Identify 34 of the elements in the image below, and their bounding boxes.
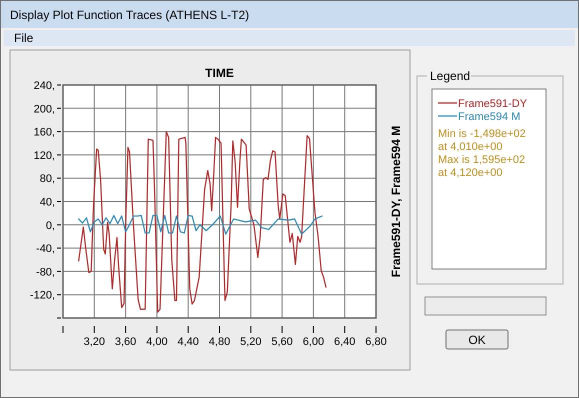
menu-bar: File bbox=[4, 30, 575, 46]
x-tick-label: 5,20 bbox=[240, 336, 262, 348]
y-tick-label: 240, bbox=[34, 80, 55, 92]
y-tick-label: 0, bbox=[46, 220, 55, 232]
x-tick-label: 4,40 bbox=[177, 336, 199, 348]
y-axis-title: Frame591-DY, Frame594 M bbox=[389, 126, 403, 278]
text: Max is 1,595e+02 bbox=[438, 154, 526, 166]
y-tick-label: 40, bbox=[40, 196, 55, 208]
text: at 4,010e+00 bbox=[438, 141, 503, 153]
x-tick-label: 4,00 bbox=[146, 336, 168, 348]
x-tick-label: 6,40 bbox=[334, 336, 356, 348]
x-tick-label: 3,20 bbox=[84, 336, 106, 348]
y-tick-label: 160, bbox=[34, 126, 55, 139]
y-tick-label: 120, bbox=[34, 150, 55, 162]
line-series bbox=[78, 131, 327, 313]
y-tick-label: 80, bbox=[40, 173, 55, 186]
y-tick-label: -80, bbox=[36, 266, 55, 278]
text: OK bbox=[468, 333, 486, 347]
legend-label: Frame594 M bbox=[458, 111, 520, 123]
y-tick-label: -120, bbox=[30, 290, 55, 302]
x-tick-label: 3,60 bbox=[114, 336, 136, 348]
x-axis-title: TIME bbox=[205, 66, 234, 80]
y-tick-label: 200, bbox=[34, 103, 55, 116]
x-tick-label: 4,80 bbox=[208, 336, 230, 348]
line-series bbox=[78, 214, 323, 235]
title-bar: Display Plot Function Traces (ATHENS L-T2) bbox=[0, 0, 579, 28]
x-tick-label: 5,60 bbox=[271, 336, 293, 348]
legend-title: Legend bbox=[430, 69, 470, 83]
y-tick-label: -40, bbox=[36, 243, 55, 256]
text: Min is -1,498e+02 bbox=[438, 128, 526, 140]
legend-label: Frame591-DY bbox=[458, 98, 528, 110]
x-tick-label: 6,80 bbox=[365, 336, 387, 348]
text: at 4,120e+00 bbox=[438, 167, 503, 179]
x-tick-label: 6,00 bbox=[302, 336, 324, 348]
